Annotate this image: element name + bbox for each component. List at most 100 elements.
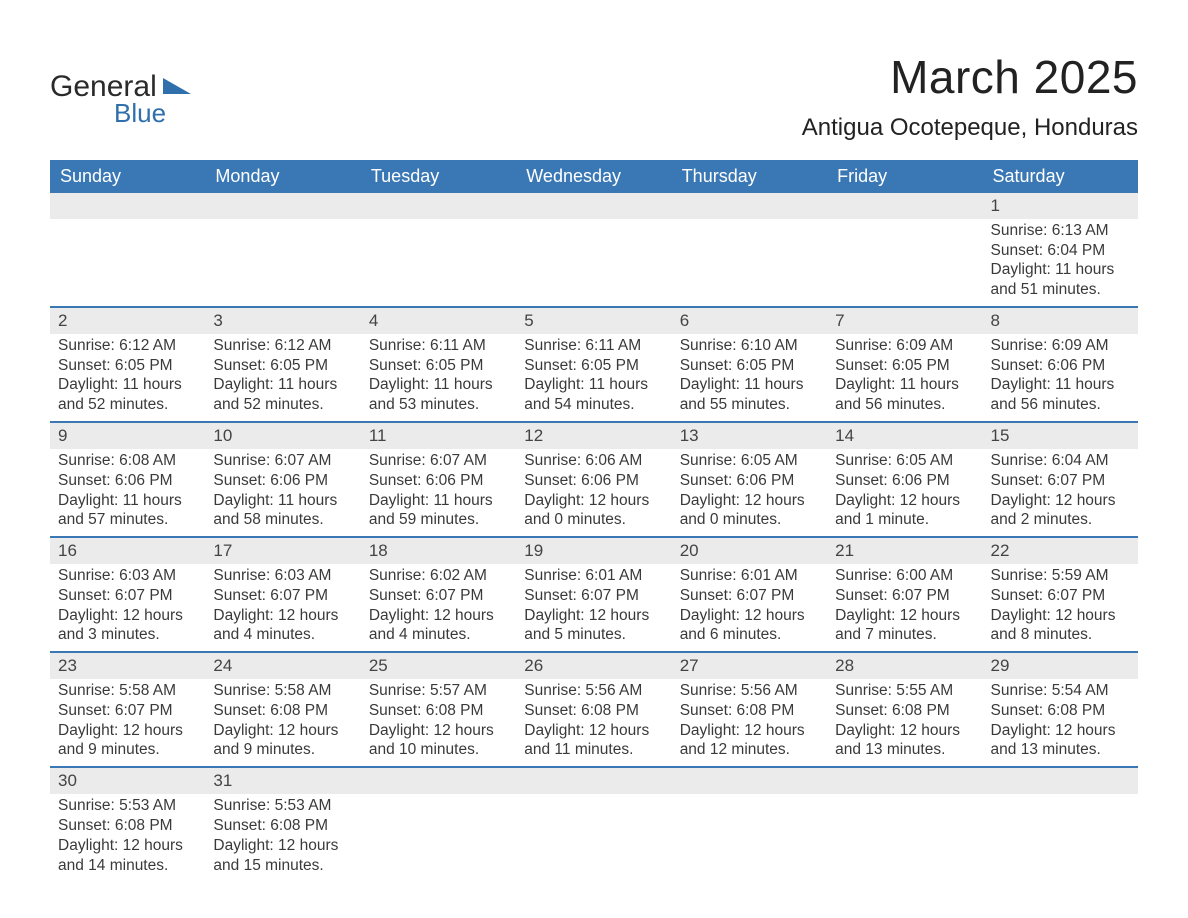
day-number bbox=[516, 193, 671, 219]
day-body: Sunrise: 6:02 AMSunset: 6:07 PMDaylight:… bbox=[361, 564, 516, 651]
day-body: Sunrise: 6:03 AMSunset: 6:07 PMDaylight:… bbox=[50, 564, 205, 651]
daylight-text: Daylight: 12 hours and 9 minutes. bbox=[213, 721, 352, 761]
sunrise-text: Sunrise: 5:53 AM bbox=[213, 796, 352, 816]
day-body: Sunrise: 5:57 AMSunset: 6:08 PMDaylight:… bbox=[361, 679, 516, 766]
weekday-header: Thursday bbox=[672, 160, 827, 193]
calendar-cell-empty bbox=[50, 193, 205, 307]
day-body: Sunrise: 6:05 AMSunset: 6:06 PMDaylight:… bbox=[672, 449, 827, 536]
day-number: 29 bbox=[983, 653, 1138, 679]
day-number bbox=[672, 193, 827, 219]
day-body: Sunrise: 6:12 AMSunset: 6:05 PMDaylight:… bbox=[205, 334, 360, 421]
day-body: Sunrise: 5:55 AMSunset: 6:08 PMDaylight:… bbox=[827, 679, 982, 766]
sunrise-text: Sunrise: 6:02 AM bbox=[369, 566, 508, 586]
day-body bbox=[672, 794, 827, 802]
day-number bbox=[50, 193, 205, 219]
day-body: Sunrise: 6:01 AMSunset: 6:07 PMDaylight:… bbox=[516, 564, 671, 651]
sunset-text: Sunset: 6:07 PM bbox=[991, 586, 1130, 606]
day-body: Sunrise: 5:58 AMSunset: 6:07 PMDaylight:… bbox=[50, 679, 205, 766]
calendar-cell: 6Sunrise: 6:10 AMSunset: 6:05 PMDaylight… bbox=[672, 307, 827, 422]
sunrise-text: Sunrise: 5:57 AM bbox=[369, 681, 508, 701]
sunset-text: Sunset: 6:06 PM bbox=[524, 471, 663, 491]
sunrise-text: Sunrise: 6:07 AM bbox=[369, 451, 508, 471]
sunrise-text: Sunrise: 6:12 AM bbox=[213, 336, 352, 356]
header-block: General Blue March 2025 Antigua Ocotepeq… bbox=[50, 50, 1138, 142]
day-number: 4 bbox=[361, 308, 516, 334]
sunset-text: Sunset: 6:08 PM bbox=[524, 701, 663, 721]
day-number: 25 bbox=[361, 653, 516, 679]
day-body bbox=[983, 794, 1138, 802]
day-number: 30 bbox=[50, 768, 205, 794]
day-body: Sunrise: 6:07 AMSunset: 6:06 PMDaylight:… bbox=[361, 449, 516, 536]
weekday-header-row: Sunday Monday Tuesday Wednesday Thursday… bbox=[50, 160, 1138, 193]
calendar-cell-empty bbox=[516, 767, 671, 881]
calendar-cell-empty bbox=[205, 193, 360, 307]
day-body: Sunrise: 5:53 AMSunset: 6:08 PMDaylight:… bbox=[50, 794, 205, 881]
day-body bbox=[672, 219, 827, 227]
sunrise-text: Sunrise: 6:13 AM bbox=[991, 221, 1130, 241]
sunrise-text: Sunrise: 5:58 AM bbox=[213, 681, 352, 701]
daylight-text: Daylight: 12 hours and 14 minutes. bbox=[58, 836, 197, 876]
calendar-cell: 23Sunrise: 5:58 AMSunset: 6:07 PMDayligh… bbox=[50, 652, 205, 767]
calendar-cell: 1Sunrise: 6:13 AMSunset: 6:04 PMDaylight… bbox=[983, 193, 1138, 307]
day-body bbox=[361, 794, 516, 802]
sunset-text: Sunset: 6:07 PM bbox=[58, 586, 197, 606]
day-number: 27 bbox=[672, 653, 827, 679]
calendar-row: 9Sunrise: 6:08 AMSunset: 6:06 PMDaylight… bbox=[50, 422, 1138, 537]
day-body bbox=[516, 219, 671, 227]
day-body: Sunrise: 6:00 AMSunset: 6:07 PMDaylight:… bbox=[827, 564, 982, 651]
location-title: Antigua Ocotepeque, Honduras bbox=[802, 114, 1138, 142]
sunset-text: Sunset: 6:05 PM bbox=[680, 356, 819, 376]
day-body: Sunrise: 5:56 AMSunset: 6:08 PMDaylight:… bbox=[516, 679, 671, 766]
calendar-cell: 8Sunrise: 6:09 AMSunset: 6:06 PMDaylight… bbox=[983, 307, 1138, 422]
day-body: Sunrise: 6:05 AMSunset: 6:06 PMDaylight:… bbox=[827, 449, 982, 536]
calendar-cell: 30Sunrise: 5:53 AMSunset: 6:08 PMDayligh… bbox=[50, 767, 205, 881]
sunrise-text: Sunrise: 5:59 AM bbox=[991, 566, 1130, 586]
calendar-cell: 2Sunrise: 6:12 AMSunset: 6:05 PMDaylight… bbox=[50, 307, 205, 422]
sunset-text: Sunset: 6:08 PM bbox=[680, 701, 819, 721]
day-number: 2 bbox=[50, 308, 205, 334]
sunset-text: Sunset: 6:08 PM bbox=[369, 701, 508, 721]
calendar-cell: 9Sunrise: 6:08 AMSunset: 6:06 PMDaylight… bbox=[50, 422, 205, 537]
day-body: Sunrise: 6:12 AMSunset: 6:05 PMDaylight:… bbox=[50, 334, 205, 421]
day-body: Sunrise: 6:03 AMSunset: 6:07 PMDaylight:… bbox=[205, 564, 360, 651]
daylight-text: Daylight: 11 hours and 51 minutes. bbox=[991, 260, 1130, 300]
day-number bbox=[516, 768, 671, 794]
sunset-text: Sunset: 6:05 PM bbox=[524, 356, 663, 376]
sunset-text: Sunset: 6:06 PM bbox=[991, 356, 1130, 376]
sunrise-text: Sunrise: 6:01 AM bbox=[524, 566, 663, 586]
logo-triangle-icon bbox=[163, 72, 191, 99]
day-number: 3 bbox=[205, 308, 360, 334]
sunrise-text: Sunrise: 5:53 AM bbox=[58, 796, 197, 816]
weekday-header: Sunday bbox=[50, 160, 205, 193]
calendar-cell: 18Sunrise: 6:02 AMSunset: 6:07 PMDayligh… bbox=[361, 537, 516, 652]
daylight-text: Daylight: 12 hours and 4 minutes. bbox=[213, 606, 352, 646]
logo-word-2: Blue bbox=[114, 98, 191, 129]
calendar-cell: 25Sunrise: 5:57 AMSunset: 6:08 PMDayligh… bbox=[361, 652, 516, 767]
calendar-body: 1Sunrise: 6:13 AMSunset: 6:04 PMDaylight… bbox=[50, 193, 1138, 881]
sunset-text: Sunset: 6:06 PM bbox=[369, 471, 508, 491]
daylight-text: Daylight: 12 hours and 2 minutes. bbox=[991, 491, 1130, 531]
calendar-cell: 3Sunrise: 6:12 AMSunset: 6:05 PMDaylight… bbox=[205, 307, 360, 422]
daylight-text: Daylight: 12 hours and 0 minutes. bbox=[524, 491, 663, 531]
daylight-text: Daylight: 11 hours and 55 minutes. bbox=[680, 375, 819, 415]
day-number: 22 bbox=[983, 538, 1138, 564]
daylight-text: Daylight: 12 hours and 0 minutes. bbox=[680, 491, 819, 531]
day-number bbox=[205, 193, 360, 219]
day-body: Sunrise: 6:13 AMSunset: 6:04 PMDaylight:… bbox=[983, 219, 1138, 306]
calendar-row: 23Sunrise: 5:58 AMSunset: 6:07 PMDayligh… bbox=[50, 652, 1138, 767]
day-body bbox=[827, 219, 982, 227]
calendar-cell-empty bbox=[983, 767, 1138, 881]
daylight-text: Daylight: 12 hours and 13 minutes. bbox=[991, 721, 1130, 761]
day-number: 17 bbox=[205, 538, 360, 564]
day-body: Sunrise: 6:08 AMSunset: 6:06 PMDaylight:… bbox=[50, 449, 205, 536]
day-number: 15 bbox=[983, 423, 1138, 449]
sunset-text: Sunset: 6:05 PM bbox=[58, 356, 197, 376]
daylight-text: Daylight: 11 hours and 52 minutes. bbox=[58, 375, 197, 415]
sunrise-text: Sunrise: 6:03 AM bbox=[213, 566, 352, 586]
daylight-text: Daylight: 12 hours and 12 minutes. bbox=[680, 721, 819, 761]
sunset-text: Sunset: 6:07 PM bbox=[524, 586, 663, 606]
day-number bbox=[672, 768, 827, 794]
calendar-table: Sunday Monday Tuesday Wednesday Thursday… bbox=[50, 160, 1138, 881]
day-number bbox=[827, 193, 982, 219]
calendar-row: 2Sunrise: 6:12 AMSunset: 6:05 PMDaylight… bbox=[50, 307, 1138, 422]
